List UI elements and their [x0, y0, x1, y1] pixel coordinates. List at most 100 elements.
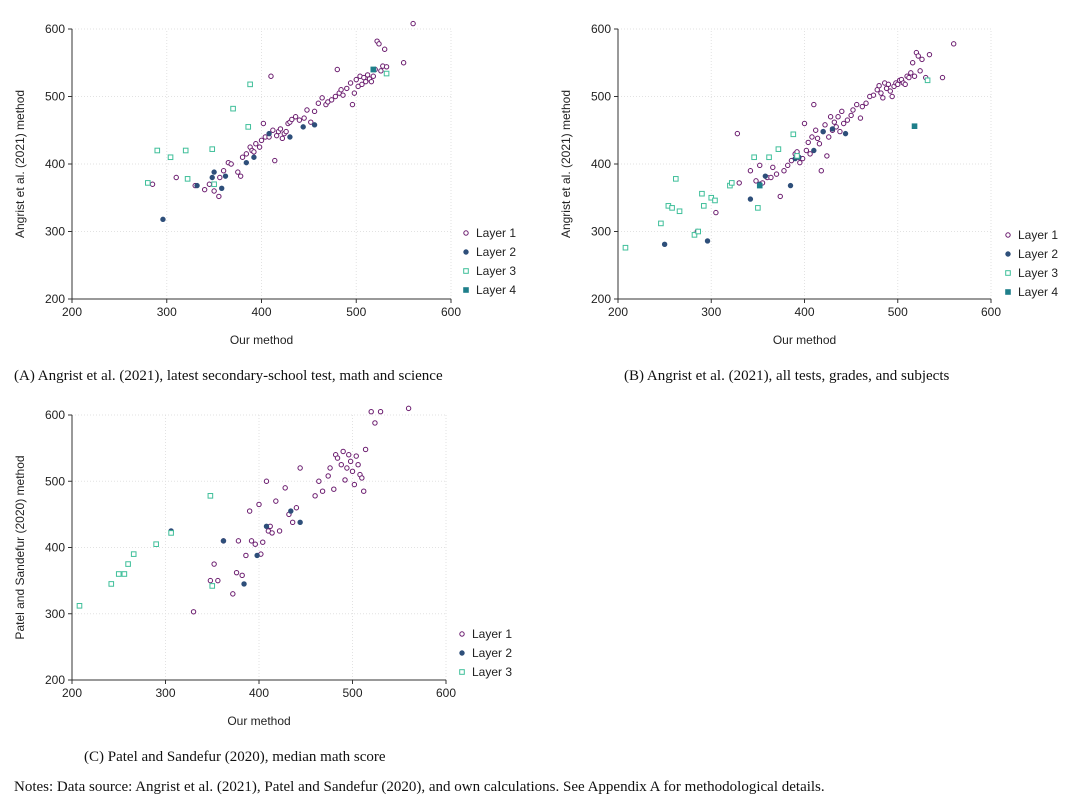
data-point	[835, 114, 841, 120]
data-point	[338, 461, 344, 468]
data-point	[747, 168, 754, 174]
legend-label: Layer 1	[1018, 228, 1058, 242]
y-tick-label: 300	[45, 225, 65, 239]
data-point	[951, 41, 957, 47]
series-layer-3	[145, 66, 390, 188]
data-point	[818, 168, 824, 174]
data-point	[300, 124, 306, 130]
x-tick-label: 500	[888, 305, 908, 319]
data-point	[149, 181, 156, 187]
data-point	[276, 528, 283, 534]
data-point	[216, 193, 222, 200]
data-point	[219, 185, 225, 192]
data-point	[316, 478, 322, 484]
data-point	[766, 154, 772, 161]
x-axis-title: Our method	[230, 333, 293, 347]
legend-label: Layer 1	[472, 627, 512, 641]
data-point	[822, 122, 828, 128]
data-point	[713, 209, 719, 216]
data-point	[256, 501, 262, 508]
data-point	[826, 134, 832, 140]
x-tick-label: 500	[346, 305, 366, 319]
data-point	[251, 149, 257, 155]
data-point	[351, 481, 358, 488]
data-point	[344, 85, 350, 92]
data-point	[880, 95, 886, 101]
legend-marker	[463, 230, 469, 236]
legend-marker	[1005, 232, 1011, 238]
data-point	[340, 92, 346, 98]
data-point	[263, 478, 270, 484]
data-point	[108, 581, 115, 587]
y-tick-label: 200	[591, 292, 611, 306]
legend-marker	[463, 249, 469, 255]
data-point	[301, 115, 307, 121]
data-point	[230, 105, 236, 112]
data-point	[911, 123, 918, 130]
data-point	[332, 93, 339, 100]
legend-marker	[1005, 289, 1011, 295]
panel-b-caption: (B) Angrist et al. (2021), all tests, gr…	[624, 368, 950, 384]
data-point	[272, 157, 278, 164]
data-point	[370, 73, 377, 79]
data-point	[909, 60, 916, 66]
x-axis-title: Our method	[227, 714, 290, 728]
data-point	[359, 475, 365, 481]
data-point	[325, 473, 331, 479]
panel-a-caption: (A) Angrist et al. (2021), latest second…	[14, 368, 443, 384]
series-layer-1	[190, 405, 412, 615]
data-point	[885, 81, 892, 88]
data-point	[410, 20, 416, 27]
legend-label: Layer 3	[1018, 266, 1058, 280]
x-tick-label: 200	[62, 686, 82, 700]
data-point	[700, 203, 707, 209]
data-point	[248, 538, 255, 544]
y-tick-label: 400	[591, 157, 611, 171]
data-point	[256, 144, 263, 150]
data-point	[699, 190, 705, 197]
data-point	[785, 162, 791, 169]
data-point	[775, 146, 782, 152]
data-point	[347, 80, 354, 86]
data-point	[289, 519, 296, 526]
data-point	[328, 97, 335, 103]
data-point	[160, 216, 166, 223]
data-point	[269, 530, 275, 536]
data-point	[728, 180, 735, 186]
data-point	[245, 124, 252, 130]
y-tick-label: 400	[45, 541, 65, 555]
data-point	[209, 146, 216, 152]
data-point	[863, 100, 869, 106]
data-point	[273, 498, 279, 504]
data-point	[781, 168, 787, 174]
data-point	[712, 197, 718, 204]
panel-c-caption: (C) Patel and Sandefur (2020), median ma…	[84, 749, 386, 765]
data-point	[145, 180, 151, 186]
data-point	[803, 147, 810, 154]
data-point	[359, 81, 365, 88]
legend-marker	[459, 650, 465, 656]
data-point	[338, 87, 344, 93]
data-point	[251, 154, 257, 160]
legend-marker	[1005, 270, 1011, 276]
data-point	[288, 508, 294, 514]
data-point	[289, 116, 295, 123]
y-axis-title: Angrist et al. (2021) method	[559, 90, 573, 238]
data-point	[125, 561, 131, 567]
data-point	[848, 112, 854, 119]
data-point	[842, 130, 849, 137]
data-point	[292, 114, 299, 120]
x-tick-label: 300	[155, 686, 175, 700]
data-point	[383, 70, 390, 77]
data-point	[751, 154, 757, 161]
series-layer-1	[694, 41, 957, 235]
data-point	[304, 107, 310, 113]
data-point	[194, 182, 200, 189]
data-point	[368, 78, 375, 85]
data-point	[173, 174, 179, 181]
data-point	[736, 180, 742, 186]
data-point	[327, 465, 333, 471]
x-tick-label: 400	[251, 305, 271, 319]
data-point	[220, 168, 227, 174]
legend-marker	[459, 669, 465, 675]
